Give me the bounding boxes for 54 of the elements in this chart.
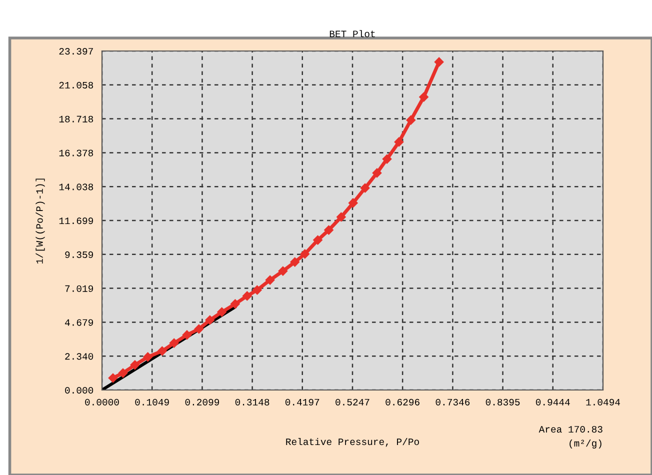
point	[313, 235, 322, 245]
point	[434, 57, 444, 67]
x-tick-label: 0.4197	[285, 398, 320, 406]
point	[169, 338, 179, 348]
y-tick-label: 4.679	[64, 319, 93, 326]
point	[194, 324, 204, 334]
y-tick-label: 16.378	[59, 150, 94, 156]
x-tick-label: 0.0000	[85, 398, 119, 406]
y-tick-label: 7.019	[65, 285, 93, 292]
point	[336, 212, 346, 222]
point	[265, 275, 275, 285]
point	[372, 168, 382, 178]
point	[382, 154, 392, 164]
point	[242, 291, 252, 301]
x-tick-label: 1.0494	[586, 398, 620, 406]
point	[406, 115, 416, 125]
point	[348, 198, 358, 208]
point	[278, 266, 288, 276]
y-tick-label: 23.397	[59, 48, 93, 55]
point	[360, 183, 370, 193]
point	[290, 257, 300, 267]
x-tick-label: 0.8395	[486, 398, 520, 406]
point	[143, 352, 152, 362]
point	[205, 315, 215, 325]
y-tick-label: 11.699	[59, 218, 93, 224]
point	[118, 368, 128, 378]
x-tick-label: 0.7346	[436, 398, 470, 406]
point	[230, 299, 240, 309]
x-tick-label: 0.2099	[185, 398, 220, 406]
y-axis-title: 1/[W((Po/P)-1)]	[36, 178, 45, 264]
x-tick-label: 0.5247	[336, 398, 370, 406]
point	[419, 92, 428, 102]
x-tick-label: 0.6296	[386, 398, 420, 406]
point	[217, 307, 226, 317]
x-axis-title: Relative Pressure, P/Po	[286, 438, 419, 447]
y-tick-label: 0.000	[65, 387, 94, 394]
chart-title: BET Plot	[330, 30, 375, 38]
text: Area 170.83 (m²/g)	[538, 426, 602, 449]
x-tick-label: 0.1049	[135, 398, 169, 406]
point	[324, 225, 334, 235]
x-tick-label: 0.3148	[235, 398, 270, 406]
x-tick-label: 0.9444	[536, 398, 570, 406]
y-tick-label: 21.058	[59, 82, 94, 89]
point	[394, 137, 404, 147]
point	[182, 330, 192, 340]
point	[300, 249, 310, 259]
y-tick-label: 14.038	[59, 184, 94, 190]
point	[158, 346, 167, 356]
point	[130, 360, 140, 370]
y-tick-label: 18.718	[59, 116, 94, 122]
point	[108, 373, 118, 383]
y-tick-label: 9.359	[65, 251, 93, 258]
y-tick-label: 2.340	[65, 353, 94, 360]
point	[252, 285, 262, 295]
